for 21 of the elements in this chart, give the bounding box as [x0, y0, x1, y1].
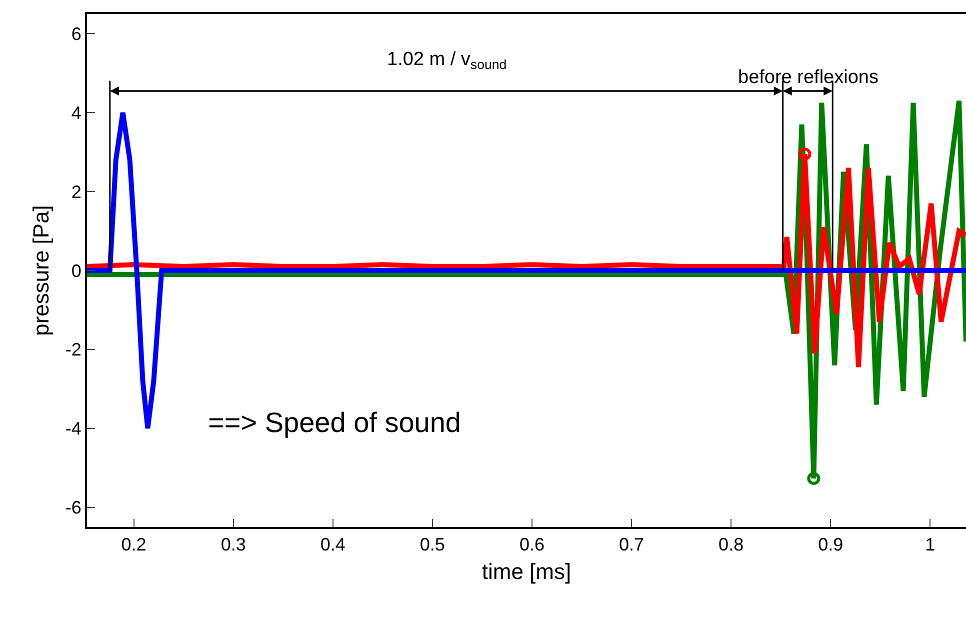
x-tick-label: 0.2	[121, 534, 146, 555]
annotation: ==> Speed of sound	[208, 407, 461, 438]
y-axis-title: pressure [Pa]	[28, 205, 54, 336]
y-tick-label: -6	[65, 498, 82, 518]
x-tick-label: 0.5	[420, 534, 445, 555]
x-tick-label: 1	[925, 534, 936, 555]
y-tick-label: 2	[71, 182, 82, 202]
annotation: before reflexions	[738, 67, 878, 88]
x-tick-label: 0.9	[818, 534, 844, 555]
y-tick-label: 0	[71, 260, 82, 281]
x-axis-title: time [ms]	[482, 559, 572, 584]
y-tick-label: -4	[65, 418, 82, 439]
x-tick-label: 0.7	[619, 534, 644, 555]
y-tick-label: 4	[71, 102, 82, 123]
y-tick-label: -2	[65, 340, 82, 360]
x-tick-label: 0.4	[320, 534, 346, 555]
x-tick-label: 0.6	[519, 534, 544, 555]
x-tick-label: 0.8	[718, 534, 744, 555]
annotation: 1.02 m / v$_{sound}$	[387, 49, 507, 72]
x-tick-label: 0.3	[220, 534, 246, 555]
y-tick-label: 6	[71, 24, 82, 44]
